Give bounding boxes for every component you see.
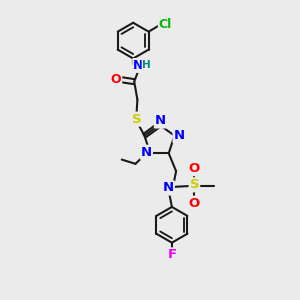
Text: H: H [142, 61, 151, 70]
Text: S: S [190, 178, 199, 191]
Text: N: N [173, 129, 185, 142]
Text: N: N [163, 182, 174, 194]
Text: O: O [111, 73, 121, 86]
Text: O: O [188, 162, 200, 175]
Text: Cl: Cl [159, 18, 172, 31]
Text: F: F [167, 248, 176, 261]
Text: O: O [188, 196, 200, 210]
Text: N: N [141, 146, 152, 159]
Text: N: N [133, 59, 144, 72]
Text: N: N [155, 115, 166, 128]
Text: S: S [131, 112, 141, 126]
